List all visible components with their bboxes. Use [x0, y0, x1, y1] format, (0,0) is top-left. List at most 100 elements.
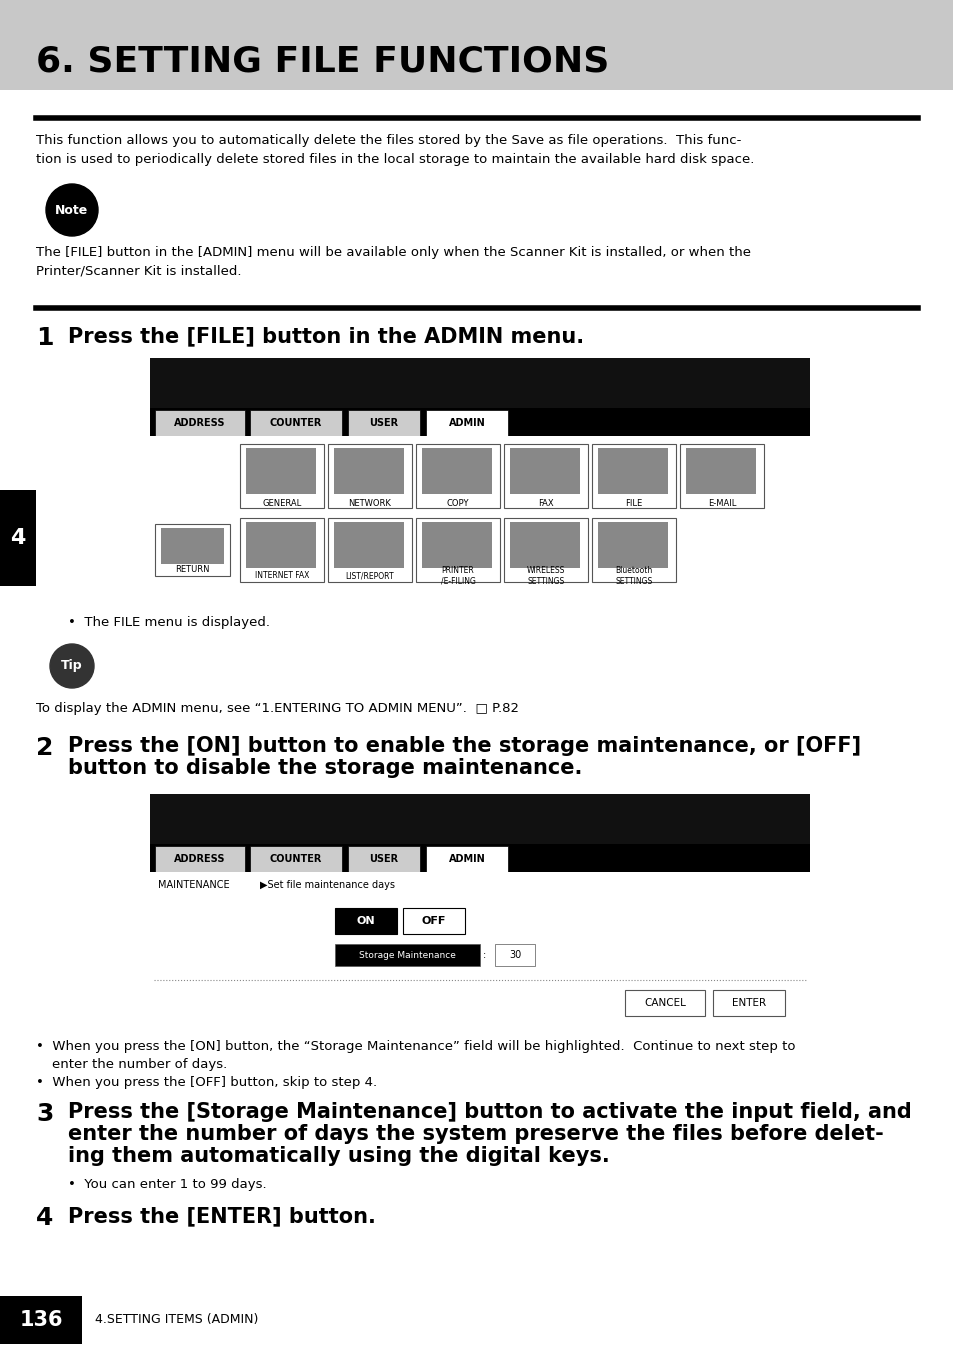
Bar: [712, 989, 784, 1016]
Text: The [FILE] button in the [ADMIN] menu will be available only when the Scanner Ki: The [FILE] button in the [ADMIN] menu wi…: [36, 245, 750, 259]
Bar: [328, 518, 412, 582]
Text: ADDRESS: ADDRESS: [174, 855, 226, 864]
Text: Press the [FILE] button in the ADMIN menu.: Press the [FILE] button in the ADMIN men…: [68, 326, 583, 346]
Bar: [250, 410, 341, 435]
Text: USER: USER: [369, 418, 398, 429]
Text: INTERNET FAX: INTERNET FAX: [254, 572, 309, 581]
Text: Tip: Tip: [61, 659, 83, 673]
Text: Storage Maintenance: Storage Maintenance: [358, 950, 455, 960]
Text: enter the number of days the system preserve the files before delet-: enter the number of days the system pres…: [68, 1124, 882, 1144]
Bar: [150, 359, 809, 599]
Text: button to disable the storage maintenance.: button to disable the storage maintenanc…: [68, 758, 581, 778]
Bar: [150, 435, 809, 599]
Text: COUNTER: COUNTER: [270, 855, 322, 864]
Text: tion is used to periodically delete stored files in the local storage to maintai: tion is used to periodically delete stor…: [36, 154, 754, 166]
Text: Note: Note: [55, 204, 89, 217]
Bar: [0, 491, 36, 586]
Bar: [334, 448, 403, 493]
Text: COPY: COPY: [446, 500, 469, 508]
Text: COUNTER: COUNTER: [270, 418, 322, 429]
Text: ▶Set file maintenance days: ▶Set file maintenance days: [260, 880, 395, 890]
Text: 136: 136: [19, 1310, 63, 1330]
Bar: [0, 1295, 82, 1344]
Text: 3: 3: [36, 1103, 53, 1126]
Text: 1: 1: [36, 326, 53, 350]
Text: E-MAIL: E-MAIL: [707, 500, 736, 508]
Text: ADDRESS: ADDRESS: [174, 418, 226, 429]
Text: ADMIN: ADMIN: [448, 418, 485, 429]
Bar: [495, 944, 535, 967]
Bar: [402, 909, 464, 934]
Bar: [246, 522, 315, 568]
Bar: [598, 448, 667, 493]
Text: RETURN: RETURN: [174, 566, 209, 574]
Text: ADMIN: ADMIN: [448, 855, 485, 864]
Bar: [348, 410, 419, 435]
Bar: [240, 443, 324, 508]
Text: :: :: [483, 950, 486, 960]
Bar: [0, 0, 953, 90]
Bar: [335, 944, 479, 967]
Bar: [592, 443, 676, 508]
Text: 4: 4: [36, 1206, 53, 1229]
Bar: [246, 448, 315, 493]
Text: FILE: FILE: [625, 500, 642, 508]
Text: 4.SETTING ITEMS (ADMIN): 4.SETTING ITEMS (ADMIN): [95, 1313, 258, 1326]
Text: 4: 4: [10, 528, 26, 549]
Text: Bluetooth
SETTINGS: Bluetooth SETTINGS: [615, 566, 652, 585]
Bar: [161, 528, 224, 563]
Bar: [250, 847, 341, 872]
Text: Press the [ON] button to enable the storage maintenance, or [OFF]: Press the [ON] button to enable the stor…: [68, 736, 861, 756]
Bar: [592, 518, 676, 582]
Bar: [426, 847, 507, 872]
Bar: [154, 847, 245, 872]
Text: •  When you press the [ON] button, the “Storage Maintenance” field will be highl: • When you press the [ON] button, the “S…: [36, 1041, 795, 1053]
Text: 2: 2: [36, 736, 53, 760]
Bar: [150, 794, 809, 1024]
Bar: [240, 518, 324, 582]
Bar: [421, 448, 492, 493]
Text: USER: USER: [369, 855, 398, 864]
Text: CANCEL: CANCEL: [643, 998, 685, 1008]
Text: •  When you press the [OFF] button, skip to step 4.: • When you press the [OFF] button, skip …: [36, 1076, 376, 1089]
Bar: [421, 522, 492, 568]
Text: Printer/Scanner Kit is installed.: Printer/Scanner Kit is installed.: [36, 266, 241, 278]
Text: NETWORK: NETWORK: [348, 500, 391, 508]
Bar: [150, 359, 809, 408]
Text: Press the [Storage Maintenance] button to activate the input field, and: Press the [Storage Maintenance] button t…: [68, 1103, 911, 1122]
Text: ing them automatically using the digital keys.: ing them automatically using the digital…: [68, 1146, 609, 1166]
Bar: [328, 443, 412, 508]
Bar: [598, 522, 667, 568]
Text: •  You can enter 1 to 99 days.: • You can enter 1 to 99 days.: [68, 1178, 266, 1192]
Bar: [510, 522, 579, 568]
Circle shape: [46, 183, 98, 236]
Bar: [334, 522, 403, 568]
Bar: [335, 909, 396, 934]
Bar: [426, 410, 507, 435]
Bar: [510, 448, 579, 493]
Bar: [685, 448, 755, 493]
Text: To display the ADMIN menu, see “1.ENTERING TO ADMIN MENU”.  □ P.82: To display the ADMIN menu, see “1.ENTERI…: [36, 702, 518, 714]
Text: enter the number of days.: enter the number of days.: [52, 1058, 227, 1072]
Text: PRINTER
/E-FILING: PRINTER /E-FILING: [440, 566, 475, 585]
Text: Press the [ENTER] button.: Press the [ENTER] button.: [68, 1206, 375, 1225]
Text: 30: 30: [508, 950, 520, 960]
Text: GENERAL: GENERAL: [262, 500, 301, 508]
Bar: [679, 443, 763, 508]
Bar: [150, 794, 809, 844]
Text: WIRELESS
SETTINGS: WIRELESS SETTINGS: [526, 566, 564, 585]
Bar: [154, 410, 245, 435]
Bar: [154, 524, 230, 576]
Bar: [624, 989, 704, 1016]
Bar: [503, 518, 587, 582]
Text: •  The FILE menu is displayed.: • The FILE menu is displayed.: [68, 616, 270, 630]
Text: LIST/REPORT: LIST/REPORT: [345, 572, 394, 581]
Text: This function allows you to automatically delete the files stored by the Save as: This function allows you to automaticall…: [36, 133, 740, 147]
Text: OFF: OFF: [421, 917, 446, 926]
Text: ON: ON: [356, 917, 375, 926]
Circle shape: [50, 644, 94, 687]
Text: 6. SETTING FILE FUNCTIONS: 6. SETTING FILE FUNCTIONS: [36, 44, 609, 80]
Bar: [348, 847, 419, 872]
Bar: [416, 443, 499, 508]
Text: FAX: FAX: [537, 500, 554, 508]
